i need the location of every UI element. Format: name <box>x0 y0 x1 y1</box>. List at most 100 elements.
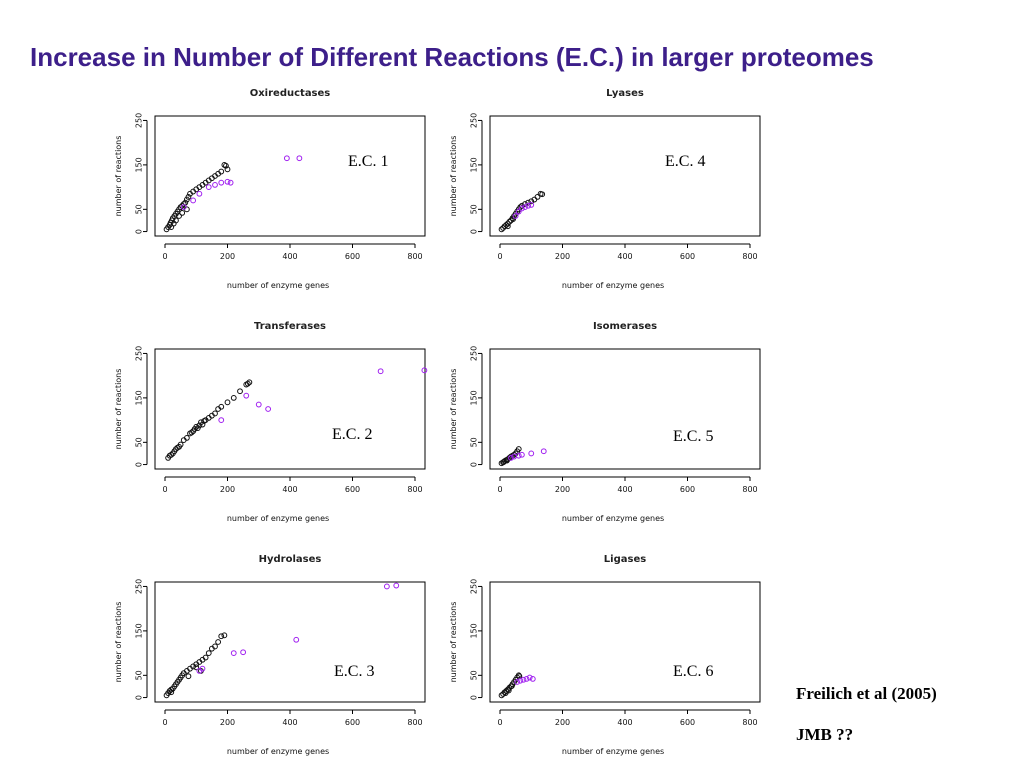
data-point-black <box>218 403 225 410</box>
data-point-black <box>185 673 192 680</box>
data-point-purple <box>421 367 428 374</box>
data-point-purple <box>515 452 522 459</box>
plot-frame <box>154 581 426 703</box>
data-point-purple <box>525 202 532 209</box>
y-tick-label: 0 <box>134 462 143 467</box>
data-point-black <box>504 223 511 230</box>
x-tick-label: 0 <box>497 718 502 727</box>
x-tick-label: 400 <box>617 252 632 261</box>
data-point-black <box>500 691 507 697</box>
chart-title: Transferases <box>254 321 326 332</box>
ec-label: E.C. 2 <box>332 426 372 443</box>
data-point-black <box>177 441 184 448</box>
data-point-black <box>201 418 207 424</box>
x-axis-label: number of enzyme genes <box>227 514 329 523</box>
data-point-purple <box>518 451 525 458</box>
y-tick-label: 50 <box>469 437 478 447</box>
x-tick-label: 600 <box>345 718 360 727</box>
data-point-purple <box>383 583 390 590</box>
x-tick-label: 400 <box>282 718 297 727</box>
data-point-purple <box>508 454 514 461</box>
y-axis-label: number of reactions <box>449 136 458 217</box>
y-tick-label: 250 <box>134 579 143 594</box>
ec-label: E.C. 5 <box>673 428 713 445</box>
data-point-black <box>505 687 512 694</box>
chart-oxireductases: Oxireductases 0 200 400 600 800 0 50 150 250 numbe… <box>110 80 440 310</box>
data-point-purple <box>218 179 225 186</box>
data-point-black <box>168 451 175 458</box>
y-tick-label: 250 <box>469 579 478 594</box>
data-point-purple <box>515 208 522 215</box>
data-point-black <box>168 689 175 696</box>
chart-title: Hydrolases <box>259 554 322 565</box>
y-tick-label: 150 <box>469 623 478 638</box>
y-tick-label: 250 <box>469 113 478 128</box>
chart-svg: Transferases 0 200 400 600 800 0 50 150 250 number… <box>114 321 428 523</box>
data-point-black <box>193 423 200 430</box>
data-point-black <box>224 166 231 173</box>
data-point-black <box>534 193 541 200</box>
slide-title: Increase in Number of Different Reaction… <box>30 42 874 72</box>
x-tick-label: 0 <box>497 485 502 494</box>
y-tick-label: 50 <box>469 204 478 214</box>
x-tick-label: 600 <box>345 485 360 494</box>
data-point-black <box>179 202 186 209</box>
citation-authors: Freilich et al (2005) <box>796 684 937 703</box>
data-point-purple <box>265 406 272 412</box>
y-axis-label: number of reactions <box>449 602 458 683</box>
data-point-purple <box>224 178 231 185</box>
x-tick-label: 600 <box>680 252 695 261</box>
data-point-black <box>218 633 225 640</box>
data-point-black <box>212 410 218 417</box>
data-point-black <box>503 457 510 464</box>
y-tick-label: 50 <box>134 670 143 680</box>
x-tick-label: 0 <box>162 718 167 727</box>
data-point-purple <box>255 401 262 408</box>
x-tick-label: 800 <box>407 718 422 727</box>
x-tick-label: 800 <box>742 252 757 261</box>
data-point-black <box>183 434 190 441</box>
y-tick-label: 150 <box>469 157 478 172</box>
x-tick-label: 0 <box>497 252 502 261</box>
data-point-purple <box>518 205 525 212</box>
plot-frame <box>154 115 426 237</box>
x-tick-label: 0 <box>162 485 167 494</box>
x-tick-label: 600 <box>680 718 695 727</box>
ec-label: E.C. 4 <box>665 153 705 170</box>
data-point-black <box>176 213 182 219</box>
data-point-black <box>224 399 231 406</box>
ec-label: E.C. 3 <box>334 663 374 680</box>
data-point-purple <box>205 184 212 191</box>
data-point-black <box>212 643 218 650</box>
data-point-purple <box>243 392 250 399</box>
x-tick-label: 200 <box>220 718 235 727</box>
data-point-black <box>515 446 522 452</box>
x-tick-label: 200 <box>555 252 570 261</box>
data-point-black <box>504 220 511 227</box>
data-point-purple <box>377 368 384 375</box>
y-axis-label: number of reactions <box>114 369 123 450</box>
x-tick-label: 400 <box>282 252 297 261</box>
data-point-purple <box>393 582 400 589</box>
data-point-purple <box>199 665 206 672</box>
x-axis-label: number of enzyme genes <box>562 747 664 756</box>
data-point-purple <box>293 636 300 643</box>
data-point-purple <box>529 675 536 682</box>
data-point-purple <box>528 201 535 208</box>
data-point-purple <box>212 181 218 188</box>
chart-transferases: Transferases 0 200 400 600 800 0 50 150 250 number… <box>110 313 440 543</box>
data-point-black <box>185 193 192 200</box>
x-axis-label: number of enzyme genes <box>562 281 664 290</box>
plot-frame <box>489 581 761 703</box>
data-point-black <box>500 458 507 465</box>
plot-frame <box>489 115 761 237</box>
x-axis-label: number of enzyme genes <box>227 747 329 756</box>
plot-frame <box>489 348 761 470</box>
data-point-black <box>522 201 528 207</box>
data-point-purple <box>517 677 524 684</box>
data-point-purple <box>526 674 533 681</box>
plot-frame <box>154 348 426 470</box>
y-axis-label: number of reactions <box>449 369 458 450</box>
data-point-purple <box>523 675 530 682</box>
y-tick-label: 0 <box>134 229 143 234</box>
